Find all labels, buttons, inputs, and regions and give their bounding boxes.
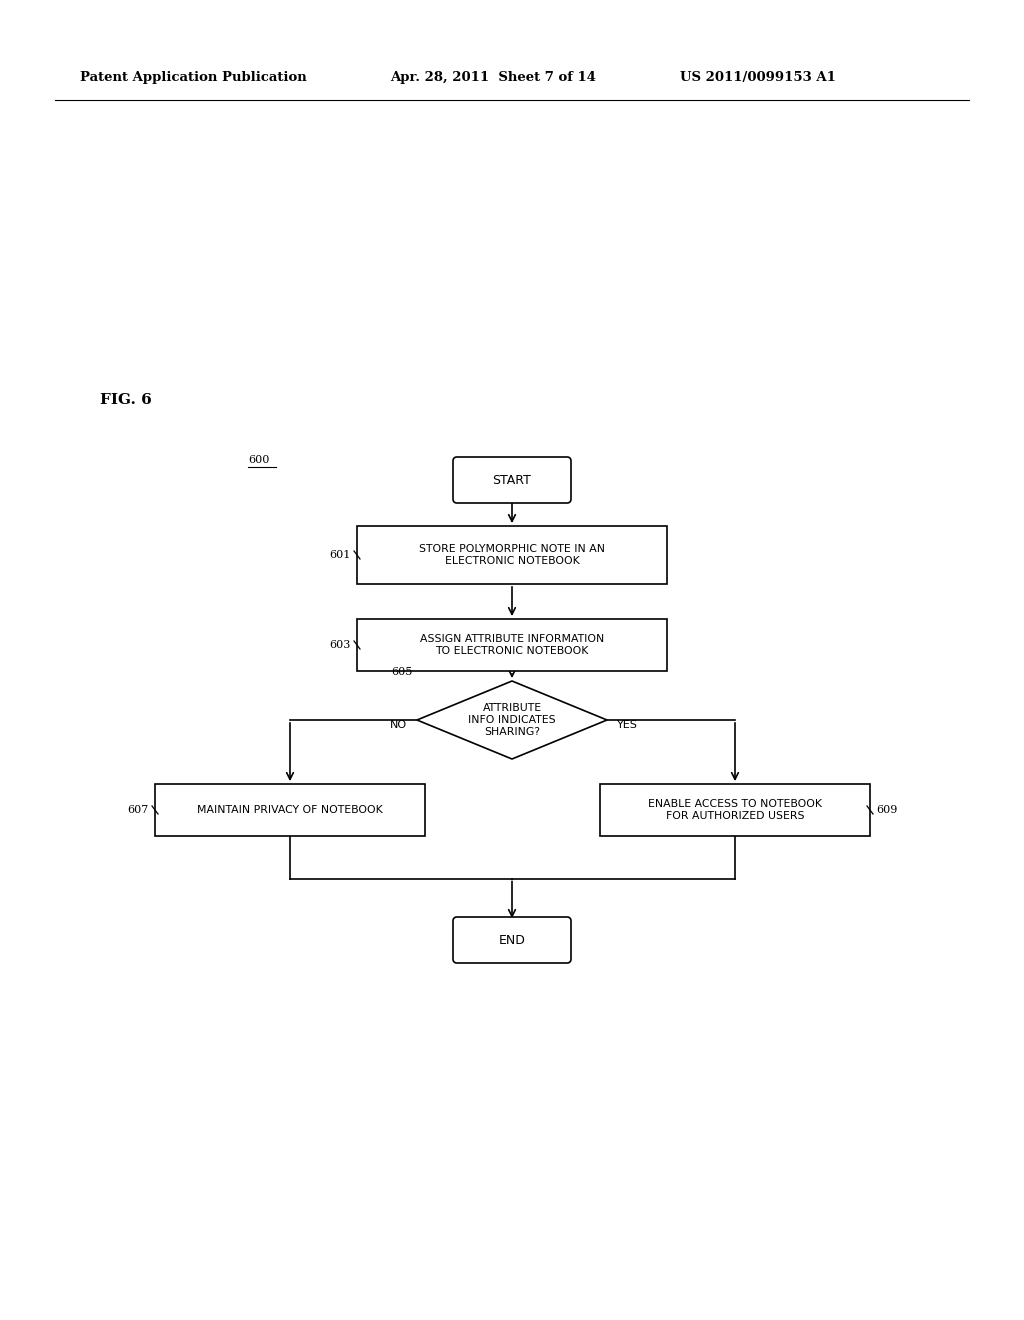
Text: 605: 605 <box>391 667 413 677</box>
FancyBboxPatch shape <box>453 917 571 964</box>
Text: 607: 607 <box>128 805 150 814</box>
Text: YES: YES <box>617 719 638 730</box>
Text: 601: 601 <box>330 550 351 560</box>
Bar <box>357 619 667 671</box>
Text: END: END <box>499 933 525 946</box>
Text: US 2011/0099153 A1: US 2011/0099153 A1 <box>680 71 836 84</box>
Text: START: START <box>493 474 531 487</box>
Text: Apr. 28, 2011  Sheet 7 of 14: Apr. 28, 2011 Sheet 7 of 14 <box>390 71 596 84</box>
Polygon shape <box>417 681 607 759</box>
Text: 603: 603 <box>330 640 351 649</box>
Bar <box>357 525 667 583</box>
Text: STORE POLYMORPHIC NOTE IN AN
ELECTRONIC NOTEBOOK: STORE POLYMORPHIC NOTE IN AN ELECTRONIC … <box>419 544 605 566</box>
Text: ENABLE ACCESS TO NOTEBOOK
FOR AUTHORIZED USERS: ENABLE ACCESS TO NOTEBOOK FOR AUTHORIZED… <box>648 799 822 821</box>
FancyBboxPatch shape <box>453 457 571 503</box>
Text: ASSIGN ATTRIBUTE INFORMATION
TO ELECTRONIC NOTEBOOK: ASSIGN ATTRIBUTE INFORMATION TO ELECTRON… <box>420 634 604 656</box>
Text: NO: NO <box>390 719 407 730</box>
Bar <box>155 784 425 836</box>
Text: MAINTAIN PRIVACY OF NOTEBOOK: MAINTAIN PRIVACY OF NOTEBOOK <box>198 805 383 814</box>
Text: 600: 600 <box>248 455 269 465</box>
Text: FIG. 6: FIG. 6 <box>100 393 152 407</box>
Text: ATTRIBUTE
INFO INDICATES
SHARING?: ATTRIBUTE INFO INDICATES SHARING? <box>468 702 556 738</box>
Text: 609: 609 <box>876 805 897 814</box>
Text: Patent Application Publication: Patent Application Publication <box>80 71 307 84</box>
Bar <box>600 784 870 836</box>
